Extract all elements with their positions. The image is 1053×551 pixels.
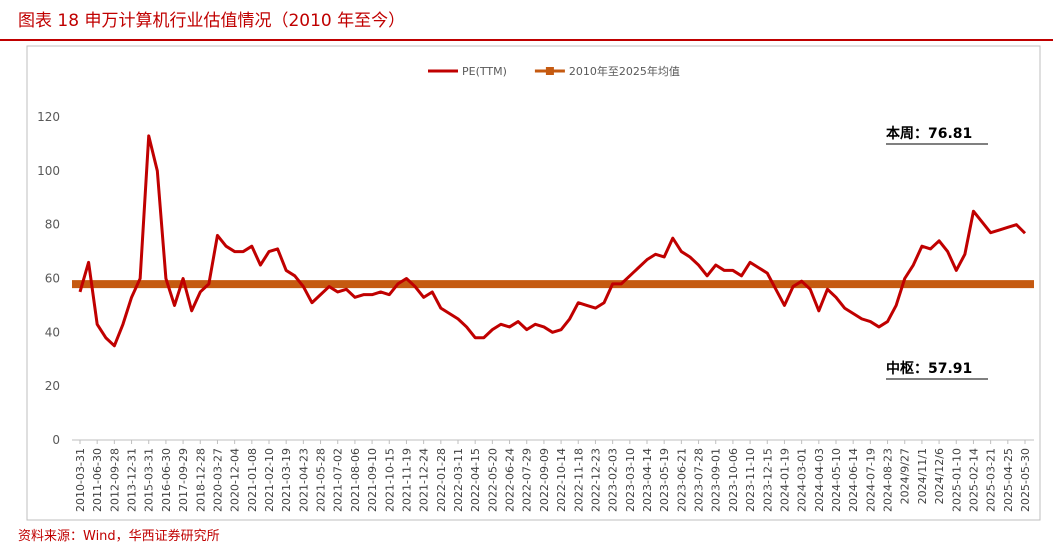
- legend-label: PE(TTM): [462, 65, 507, 78]
- x-tick-label: 2021-10-15: [383, 448, 396, 512]
- x-tick-label: 2023-06-21: [675, 448, 688, 512]
- chart-title: 图表 18 申万计算机行业估值情况（2010 年至今）: [18, 11, 405, 31]
- x-tick-label: 2021-07-02: [332, 448, 345, 512]
- x-tick-label: 2022-07-29: [521, 448, 534, 512]
- x-tick-label: 2023-05-19: [658, 448, 671, 512]
- x-tick-label: 2024-08-23: [882, 448, 895, 512]
- x-tick-label: 2024-01-19: [778, 448, 791, 512]
- x-tick-label: 2013-12-31: [126, 448, 139, 512]
- y-tick-label: 40: [45, 325, 60, 339]
- x-tick-label: 2021-11-19: [400, 448, 413, 512]
- x-tick-label: 2023-02-03: [607, 448, 620, 512]
- x-tick-label: 2021-12-24: [418, 448, 431, 512]
- legend-marker: [545, 67, 554, 75]
- x-tick-label: 2016-06-30: [160, 448, 173, 512]
- x-tick-label: 2024/11/1: [916, 448, 929, 504]
- x-tick-label: 2025-05-30: [1019, 448, 1032, 512]
- x-tick-label: 2017-09-29: [177, 448, 190, 512]
- x-tick-label: 2023-12-15: [761, 448, 774, 512]
- y-tick-label: 80: [45, 218, 60, 232]
- y-tick-label: 20: [45, 379, 60, 393]
- x-tick-label: 2025-01-10: [950, 448, 963, 512]
- x-tick-label: 2022-04-15: [469, 448, 482, 512]
- x-tick-label: 2022-06-24: [504, 448, 517, 512]
- x-tick-label: 2023-03-10: [624, 448, 637, 512]
- x-tick-label: 2023-04-14: [641, 448, 654, 512]
- x-tick-label: 2024/9/27: [899, 448, 912, 504]
- x-tick-label: 2018-12-28: [194, 448, 207, 512]
- x-tick-label: 2021-02-10: [263, 448, 276, 512]
- x-tick-label: 2022-11-18: [572, 448, 585, 512]
- x-tick-label: 2022-12-23: [589, 448, 602, 512]
- x-tick-label: 2021-05-28: [315, 448, 328, 512]
- annotation: 中枢：57.91: [886, 360, 972, 377]
- x-tick-label: 2021-04-23: [297, 448, 310, 512]
- legend-label: 2010年至2025年均值: [569, 64, 680, 78]
- y-tick-label: 100: [37, 164, 60, 178]
- series-line: [78, 134, 1027, 348]
- x-tick-label: 2024-05-10: [830, 448, 843, 512]
- x-tick-label: 2011-06-30: [91, 448, 104, 512]
- x-tick-label: 2025-03-21: [985, 448, 998, 512]
- x-tick-label: 2023-10-06: [727, 448, 740, 512]
- x-tick-label: 2025-04-25: [1002, 448, 1015, 512]
- x-tick-label: 2020-12-04: [229, 448, 242, 512]
- x-tick-label: 2024-03-01: [796, 448, 809, 512]
- x-tick-label: 2024/12/6: [933, 448, 946, 504]
- x-tick-label: 2024-07-19: [864, 448, 877, 512]
- x-tick-label: 2023-11-10: [744, 448, 757, 512]
- x-tick-label: 2022-03-11: [452, 448, 465, 512]
- x-tick-label: 2025-02-14: [967, 448, 980, 512]
- y-tick-label: 60: [45, 272, 60, 286]
- x-tick-label: 2021-01-08: [246, 448, 259, 512]
- x-tick-label: 2010-03-31: [74, 448, 87, 512]
- x-tick-label: 2024-06-14: [847, 448, 860, 512]
- x-tick-label: 2022-05-20: [486, 448, 499, 512]
- x-tick-label: 2022-01-28: [435, 448, 448, 512]
- y-tick-label: 0: [52, 433, 60, 447]
- x-tick-label: 2021-09-10: [366, 448, 379, 512]
- source: 资料来源：Wind，华西证券研究所: [18, 528, 220, 544]
- x-tick-label: 2015-03-31: [143, 448, 156, 512]
- x-tick-label: 2021-08-06: [349, 448, 362, 512]
- x-tick-label: 2012-09-28: [108, 448, 121, 512]
- x-tick-label: 2021-03-19: [280, 448, 293, 512]
- x-tick-label: 2023-09-01: [710, 448, 723, 512]
- chart-frame: [26, 45, 1041, 521]
- x-tick-label: 2022-09-09: [538, 448, 551, 512]
- x-tick-label: 2024-04-03: [813, 448, 826, 512]
- x-tick-label: 2020-03-27: [211, 448, 224, 512]
- x-tick-label: 2022-10-14: [555, 448, 568, 512]
- annotation: 本周：76.81: [886, 125, 972, 142]
- x-tick-label: 2023-07-28: [693, 448, 706, 512]
- y-tick-label: 120: [37, 110, 60, 124]
